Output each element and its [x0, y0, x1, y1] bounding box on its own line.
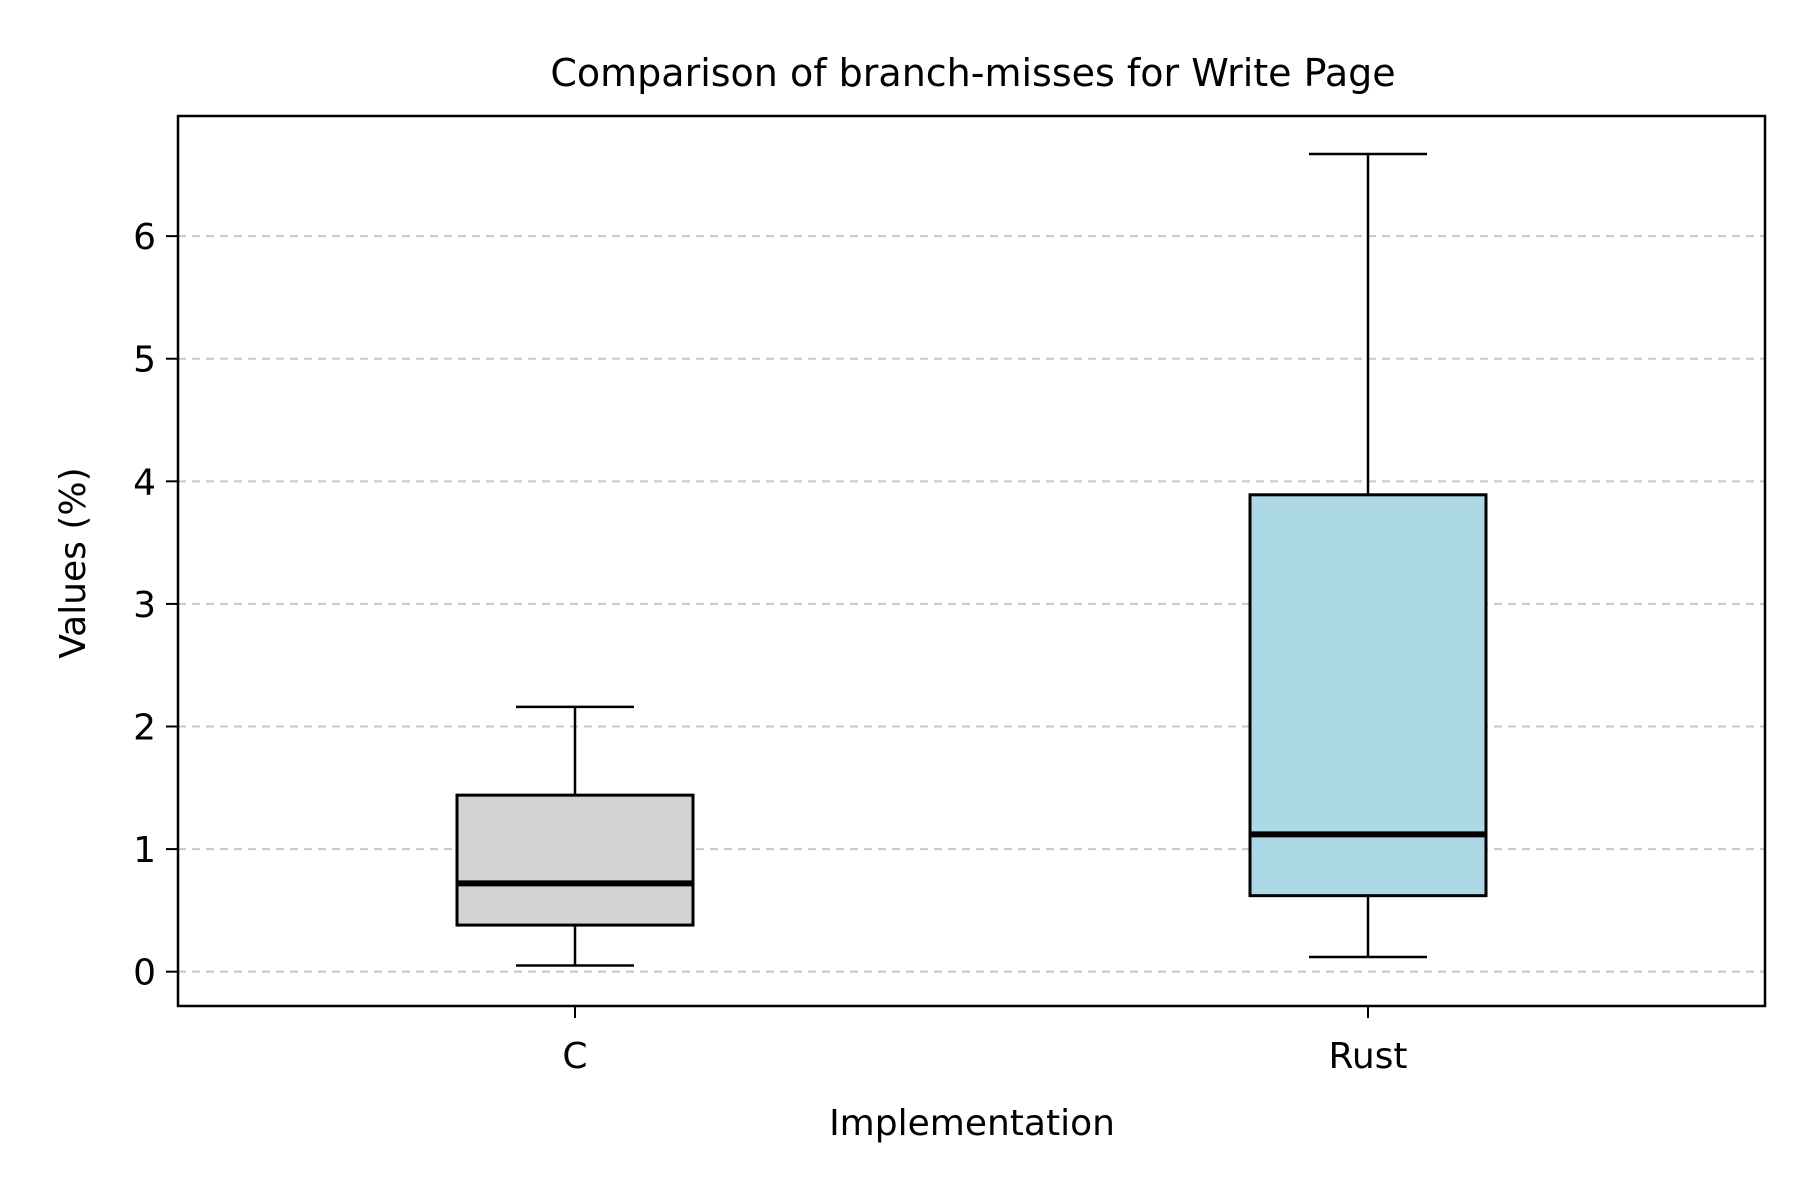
y-tick-label-6: 6 [133, 217, 156, 258]
iqr-box-c [455, 793, 695, 927]
x-tick-label-c: C [562, 1036, 587, 1077]
y-tick-label-3: 3 [133, 585, 156, 626]
y-tick-label-2: 2 [133, 707, 156, 748]
chart-title: Comparison of branch-misses for Write Pa… [550, 51, 1395, 95]
y-tick-label-4: 4 [133, 462, 156, 503]
x-tick-label-rust: Rust [1328, 1036, 1407, 1077]
iqr-box-rust [1248, 493, 1488, 898]
box-rust [1248, 152, 1488, 959]
y-axis-label: Values (%) [53, 467, 94, 658]
y-tick-label-5: 5 [133, 340, 156, 381]
y-tick-label-1: 1 [133, 830, 156, 871]
plot-frame [176, 114, 1767, 1008]
box-c [455, 705, 695, 967]
axes: 0 1 2 3 4 5 6 C Rust [133, 114, 1767, 1077]
gridlines [178, 235, 1765, 973]
y-tick-label-0: 0 [133, 953, 156, 994]
x-axis-label: Implementation [829, 1103, 1115, 1144]
box-series [455, 152, 1488, 967]
